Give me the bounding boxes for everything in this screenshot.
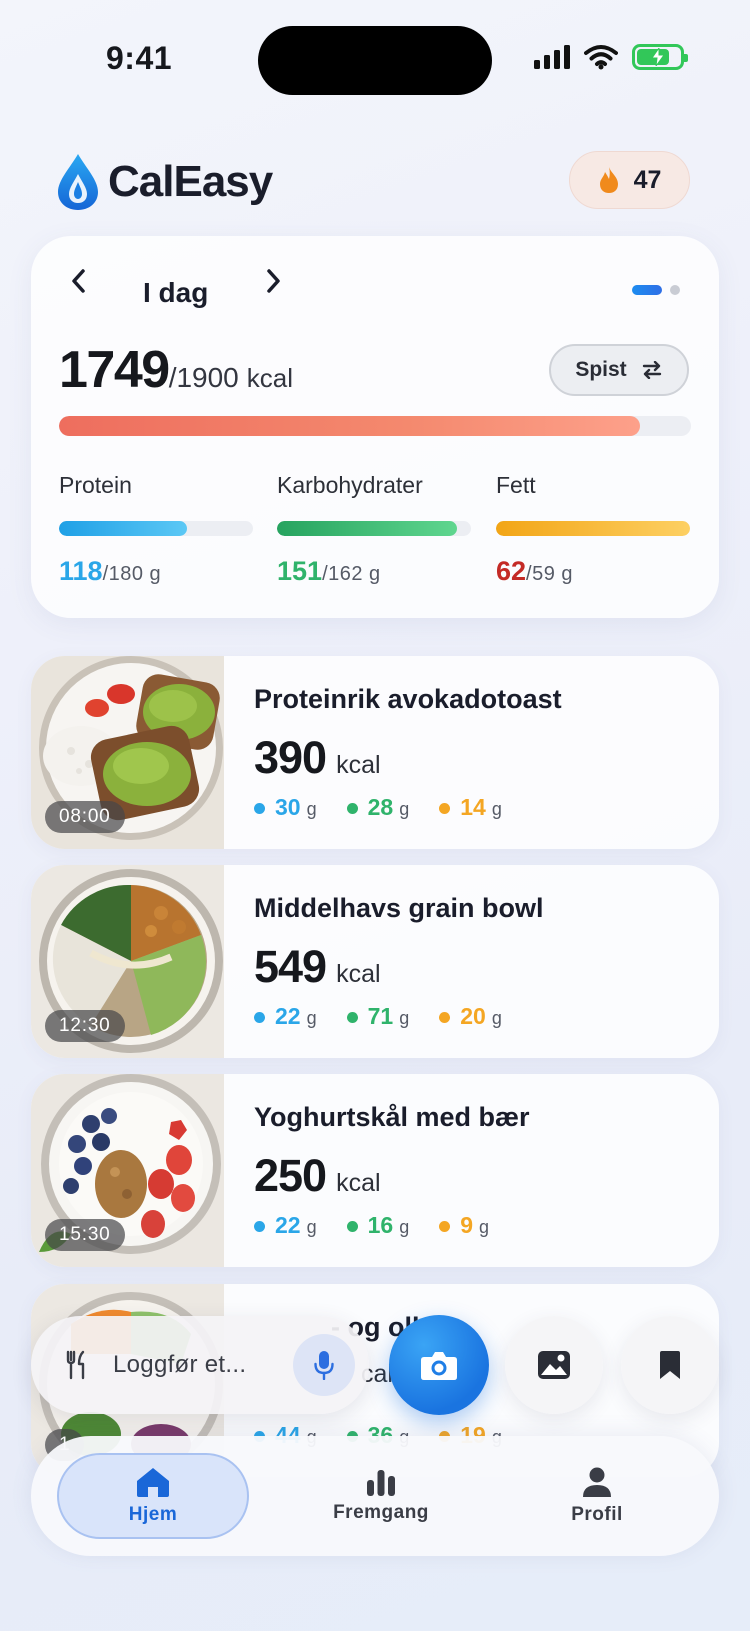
day-label[interactable]: I dag [143,277,209,308]
swap-arrows-icon [642,361,661,379]
page-dot-active [632,285,662,295]
meal-protein: 30 g [254,794,317,821]
page-dot [670,285,680,295]
meal-protein: 22 g [254,1212,317,1239]
photo-library-button[interactable] [505,1316,603,1414]
wifi-icon [584,45,618,70]
voice-input-button[interactable] [293,1334,355,1396]
macro-progress-bar [277,521,471,536]
meal-carbs: 28 g [346,794,409,821]
meal-kcal-unit: kcal [336,751,381,779]
tab-label: Profil [571,1504,623,1525]
macro-goal: /162 g [322,563,381,585]
status-icons [534,44,688,70]
previous-day-button[interactable] [69,268,87,302]
bookmark-icon [660,1351,680,1379]
macro-goal: /59 g [526,563,574,585]
macro-progress-bar [496,521,690,536]
meal-macros: 30 g 28 g 14 g [254,794,502,821]
home-icon [137,1468,169,1497]
meal-card[interactable]: 12:30 Middelhavs grain bowl 549 kcal 22 g… [31,865,719,1058]
meal-fat: 14 g [439,794,502,821]
streak-count: 47 [633,165,662,194]
meal-kcal-unit: kcal [336,960,381,988]
meal-kcal: 390 [254,732,327,783]
macro-label: Karbohydrater [277,472,423,498]
meal-photo: 12:30 [31,865,224,1058]
meal-time: 08:00 [45,801,125,833]
meal-time: 15:30 [45,1219,125,1251]
app-name: CalEasy [108,157,273,206]
image-icon [538,1351,570,1379]
tab-home[interactable]: Hjem [57,1453,249,1539]
page-indicator[interactable] [632,285,680,295]
meal-protein: 22 g [254,1003,317,1030]
camera-icon [421,1352,457,1380]
fork-knife-icon [66,1350,85,1380]
eaten-toggle-label: Spist [575,358,627,381]
person-icon [583,1467,611,1497]
water-drop-logo-icon [58,154,98,210]
meal-carbs: 71 g [346,1003,409,1030]
meal-carbs: 16 g [346,1212,409,1239]
cellular-signal-icon [534,45,570,69]
tab-label: Fremgang [333,1502,429,1523]
macro-fat: Fett 62 /59 g [496,472,690,587]
macro-value: 151 [277,556,323,586]
flame-icon [599,167,618,193]
eaten-toggle-button[interactable]: Spist [549,344,689,396]
meal-card[interactable]: 08:00 Proteinrik avokadotoast 390 kcal 3… [31,656,719,849]
calorie-total: 1749 /1900 kcal [59,340,293,400]
calorie-progress-fill [59,416,641,436]
chevron-left-icon [72,269,85,293]
tab-label: Hjem [128,1504,178,1525]
calories-consumed: 1749 [59,341,170,399]
tab-bar: Hjem Fremgang Profil [31,1436,719,1556]
meal-kcal: 250 [254,1150,327,1201]
macro-value: 118 [59,556,103,586]
tab-progress[interactable]: Fremgang [285,1453,477,1539]
meal-photo: 15:30 [31,1074,224,1267]
calories-goal: /1900 [168,362,239,393]
meal-name: Yoghurtskål med bær [254,1102,530,1132]
bar-chart-icon [367,1470,395,1496]
tab-profile[interactable]: Profil [501,1453,693,1539]
log-food-input[interactable]: Loggfør et... [31,1316,369,1414]
meal-name: Middelhavs grain bowl [254,893,544,923]
calorie-progress-bar [59,416,691,436]
macro-label: Fett [496,472,536,498]
meal-kcal: 549 [254,941,327,992]
macro-protein: Protein 118 /180 g [59,472,253,587]
meal-fat: 20 g [439,1003,502,1030]
battery-icon [632,44,688,70]
macro-value: 62 [496,556,527,586]
microphone-icon [314,1351,334,1380]
macro-progress-bar [59,521,253,536]
meal-photo: 08:00 [31,656,224,849]
daily-summary-card: I dag 1749 /1900 kcal Spist Protein 118 … [31,236,719,618]
saved-meals-button[interactable] [621,1316,719,1414]
meal-kcal-unit: kcal [336,1169,381,1197]
macro-goal: /180 g [102,563,162,585]
next-day-button[interactable] [265,268,283,302]
macro-label: Protein [59,472,132,498]
camera-button[interactable] [389,1315,489,1415]
streak-badge[interactable]: 47 [569,151,690,209]
app-logo: CalEasy [56,152,273,212]
meal-time: 12:30 [45,1010,125,1042]
dynamic-island [258,26,492,95]
chevron-right-icon [267,269,280,293]
meal-macros: 22 g 71 g 20 g [254,1003,502,1030]
log-food-placeholder: Loggfør et... [113,1351,247,1378]
calories-unit: kcal [246,363,294,393]
meal-name: Proteinrik avokadotoast [254,684,562,714]
status-time: 9:41 [106,40,173,76]
macro-carbs: Karbohydrater 151 /162 g [277,472,471,587]
meal-card[interactable]: 15:30 Yoghurtskål med bær 250 kcal 22 g 1… [31,1074,719,1267]
